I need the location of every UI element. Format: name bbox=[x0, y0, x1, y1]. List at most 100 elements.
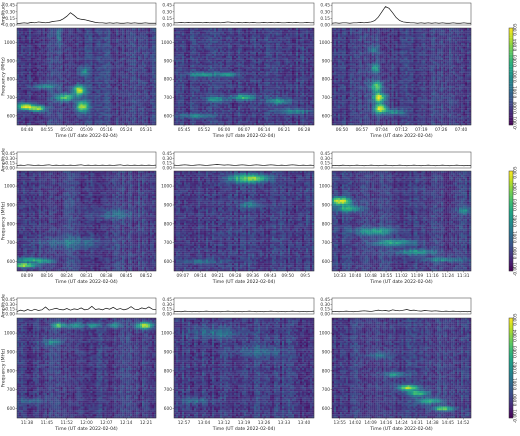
time-axis-label: Time (UT date 2022-02-04) bbox=[369, 426, 433, 432]
amp-tick-label: 0.00 bbox=[320, 312, 330, 318]
freq-tick-label: 700 bbox=[322, 95, 330, 101]
freq-tick-label: 1000 bbox=[319, 40, 330, 46]
time-tick-label: 04:55 bbox=[41, 127, 54, 133]
amplitude-line bbox=[16, 305, 157, 312]
time-tick-label: 10:48 bbox=[364, 273, 377, 279]
amp-tick-label: 0.00 bbox=[5, 23, 15, 29]
time-tick-label: 09:21 bbox=[212, 273, 225, 279]
time-tick-label: 14:52 bbox=[457, 420, 470, 426]
freq-tick-label: 1000 bbox=[4, 40, 15, 46]
freq-tick-label: 1000 bbox=[319, 184, 330, 190]
time-tick-label: 07:04 bbox=[375, 127, 388, 133]
time-tick-label: 09:07 bbox=[177, 273, 190, 279]
time-tick-label: 05:24 bbox=[120, 127, 133, 133]
amp-tick-label: 0.30 bbox=[320, 9, 330, 15]
time-tick-label: 13:04 bbox=[198, 420, 211, 426]
freq-tick-label: 700 bbox=[164, 387, 172, 393]
freq-tick-label: 900 bbox=[164, 349, 172, 355]
amplitude-axis-label: Amplitude bbox=[1, 294, 7, 318]
amp-tick-label: 0.15 bbox=[5, 16, 15, 22]
time-tick-label: 12:21 bbox=[140, 420, 153, 426]
amp-tick-label: 0.00 bbox=[5, 312, 15, 318]
amplitude-line bbox=[331, 6, 471, 24]
time-tick-label: 09:14 bbox=[194, 273, 207, 279]
amplitude-axis-label: Amplitude bbox=[1, 148, 7, 172]
colorbar-tick-label: 0.003 bbox=[513, 54, 519, 67]
amp-tick-label: 0.30 bbox=[162, 9, 172, 15]
frequency-axis-label: Frequency (MHz) bbox=[1, 57, 7, 96]
amplitude-axes bbox=[331, 151, 472, 169]
freq-tick-label: 800 bbox=[7, 221, 15, 227]
time-axis-label: Time (UT date 2022-02-04) bbox=[212, 426, 276, 432]
amp-tick-label: 0.15 bbox=[162, 307, 172, 313]
time-tick-label: 14:38 bbox=[426, 420, 439, 426]
amp-tick-label: 0.30 bbox=[5, 302, 15, 308]
panel-5: 0.450.300.150.00 1000 900 800 700 600 09:07 09:… bbox=[161, 151, 315, 285]
freq-tick-label: 900 bbox=[322, 58, 330, 64]
freq-tick-label: 800 bbox=[7, 368, 15, 374]
amp-tick-label: 0.45 bbox=[320, 151, 330, 157]
time-tick-label: 08:38 bbox=[100, 273, 113, 279]
time-tick-label: 14:02 bbox=[349, 420, 362, 426]
colorbar-tick-label: 0.005 bbox=[513, 313, 519, 326]
amp-tick-label: 0.30 bbox=[5, 9, 15, 15]
heatmap-cells bbox=[174, 28, 315, 126]
colorbar-tick-label: 0.005 bbox=[513, 166, 519, 179]
heatmap-cells bbox=[332, 28, 472, 126]
time-tick-label: 11:45 bbox=[41, 420, 54, 426]
amp-tick-label: 0.30 bbox=[320, 156, 330, 162]
freq-tick-label: 800 bbox=[322, 368, 330, 374]
freq-tick-label: 1000 bbox=[4, 184, 15, 190]
freq-tick-label: 1000 bbox=[4, 331, 15, 337]
colorbar-tick-label: 0.000 bbox=[513, 247, 519, 260]
time-tick-label: 09:50 bbox=[282, 273, 295, 279]
time-tick-label: 13:33 bbox=[278, 420, 291, 426]
frequency-axis-label: Frequency (MHz) bbox=[1, 201, 7, 240]
freq-tick-label: 800 bbox=[164, 368, 172, 374]
time-tick-label: 07:19 bbox=[415, 127, 428, 133]
time-tick-label: 08:52 bbox=[140, 273, 153, 279]
time-tick-label: 14:09 bbox=[364, 420, 377, 426]
time-tick-label: 13:55 bbox=[334, 420, 347, 426]
amp-tick-label: 0.45 bbox=[162, 3, 172, 9]
heatmap-cells bbox=[174, 318, 315, 419]
time-tick-label: 12:14 bbox=[120, 420, 133, 426]
time-tick-label: 13:40 bbox=[298, 420, 311, 426]
colorbar: 0.005 0.004 0.003 0.002 0.001 0.000 -0.001 bbox=[508, 313, 519, 423]
time-tick-label: 05:09 bbox=[80, 127, 93, 133]
freq-tick-label: 900 bbox=[7, 202, 15, 208]
time-tick-label: 10:33 bbox=[334, 273, 347, 279]
freq-tick-label: 800 bbox=[322, 221, 330, 227]
amp-tick-label: 0.15 bbox=[5, 307, 15, 313]
amplitude-axis-label: Amplitude bbox=[1, 2, 7, 26]
time-tick-label: 14:24 bbox=[395, 420, 408, 426]
amp-tick-label: 0.30 bbox=[5, 156, 15, 162]
amp-tick-label: 0.00 bbox=[162, 312, 172, 318]
amp-tick-label: 0.45 bbox=[5, 151, 15, 157]
freq-tick-label: 700 bbox=[7, 95, 15, 101]
time-tick-label: 08:09 bbox=[21, 273, 34, 279]
colorbar-tick-label: 0.001 bbox=[513, 378, 519, 391]
amp-tick-label: 0.45 bbox=[162, 297, 172, 303]
amp-tick-label: 0.15 bbox=[5, 161, 15, 167]
colorbar-tick-label: 0.004 bbox=[513, 182, 519, 195]
amp-tick-label: 0.00 bbox=[5, 166, 15, 172]
colorbar-tick-label: -0.001 bbox=[513, 262, 519, 276]
time-axis-label: Time (UT date 2022-02-04) bbox=[369, 279, 433, 285]
freq-tick-label: 600 bbox=[164, 113, 172, 119]
colorbar: 0.005 0.004 0.003 0.002 0.001 0.000 -0.001 bbox=[508, 166, 519, 276]
colorbar-tick-label: 0.004 bbox=[513, 329, 519, 342]
amp-tick-label: 0.45 bbox=[320, 297, 330, 303]
heatmap-axes bbox=[173, 170, 315, 272]
colorbar-tick-label: 0.001 bbox=[513, 231, 519, 244]
colorbar-tick-label: -0.001 bbox=[513, 116, 519, 130]
time-tick-label: 11:31 bbox=[457, 273, 470, 279]
time-tick-label: 10:40 bbox=[349, 273, 362, 279]
freq-tick-label: 600 bbox=[322, 259, 330, 265]
time-tick-label: 07:26 bbox=[435, 127, 448, 133]
amp-tick-label: 0.30 bbox=[162, 156, 172, 162]
freq-tick-label: 900 bbox=[322, 349, 330, 355]
time-tick-label: 11:09 bbox=[411, 273, 424, 279]
time-tick-label: 08:45 bbox=[120, 273, 133, 279]
